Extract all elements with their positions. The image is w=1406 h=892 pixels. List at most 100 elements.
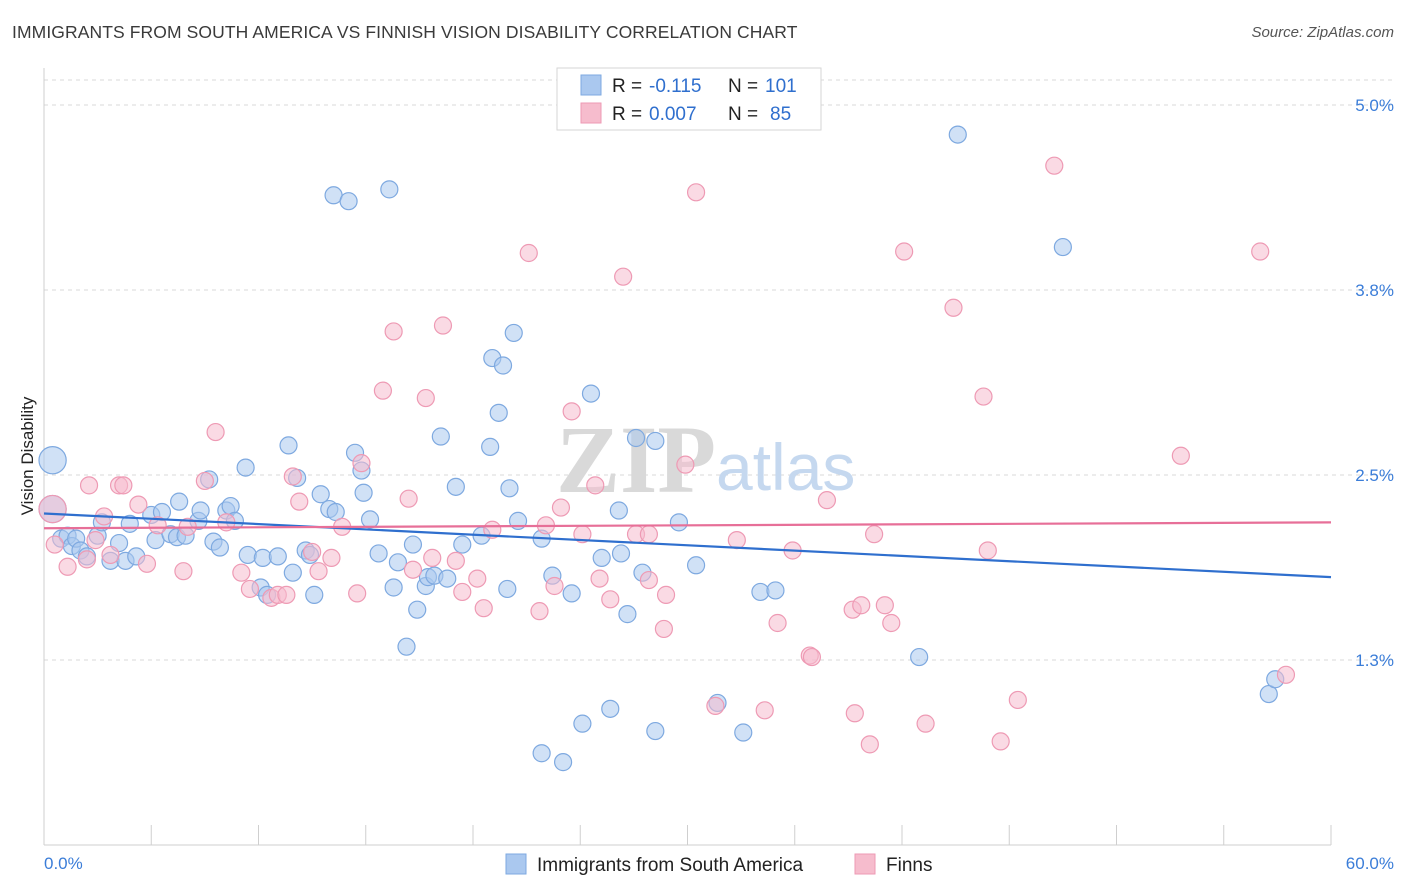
point-immigrants-south-america xyxy=(1053,237,1072,257)
point-finns xyxy=(1008,690,1027,710)
point-immigrants-south-america xyxy=(279,436,298,455)
point-finns xyxy=(916,714,935,733)
point-immigrants-south-america xyxy=(500,479,519,498)
point-finns xyxy=(86,531,105,550)
point-immigrants-south-america xyxy=(339,192,358,211)
point-finns xyxy=(974,387,993,406)
legend-n-label-2: N = xyxy=(728,104,758,125)
point-immigrants-south-america xyxy=(553,753,573,772)
point-finns xyxy=(860,735,879,754)
point-finns xyxy=(240,579,260,599)
point-immigrants-south-america xyxy=(446,477,465,496)
point-finns xyxy=(38,494,67,524)
zipatlas-watermark: ZIP atlas xyxy=(556,406,855,513)
x-tick-label-min: 0.0% xyxy=(44,854,83,873)
point-finns xyxy=(706,696,725,715)
point-finns xyxy=(309,562,328,581)
correlation-legend: R = -0.115 N = 101 R = 0.007 N = 85 xyxy=(556,67,822,131)
point-finns xyxy=(416,388,435,408)
y-tick-label: 5.0% xyxy=(1355,96,1394,115)
point-finns xyxy=(137,554,157,573)
point-immigrants-south-america xyxy=(238,545,257,565)
point-immigrants-south-america xyxy=(601,699,620,718)
point-immigrants-south-america xyxy=(489,403,508,422)
point-immigrants-south-america xyxy=(305,585,324,604)
point-finns xyxy=(79,476,99,495)
point-finns xyxy=(519,243,538,263)
point-finns xyxy=(101,545,120,565)
legend-swatch-blue xyxy=(580,74,602,96)
point-finns xyxy=(148,516,167,535)
point-immigrants-south-america xyxy=(686,556,706,575)
x-axis-ticks xyxy=(43,825,1332,845)
point-immigrants-south-america xyxy=(504,323,523,343)
point-immigrants-south-america xyxy=(766,581,785,600)
y-tick-label: 2.5% xyxy=(1355,466,1394,485)
point-finns xyxy=(590,569,609,588)
point-finns xyxy=(373,381,393,400)
point-finns xyxy=(895,242,914,261)
point-finns xyxy=(845,704,864,723)
watermark-atlas: atlas xyxy=(716,430,855,504)
point-finns xyxy=(399,489,418,508)
point-finns xyxy=(283,467,302,486)
point-immigrants-south-america xyxy=(646,721,665,741)
point-finns xyxy=(614,267,633,286)
series-legend: Immigrants from South America Finns xyxy=(505,853,932,876)
chart-title: IMMIGRANTS FROM SOUTH AMERICA VS FINNISH… xyxy=(12,22,798,42)
legend-n-label-1: N = xyxy=(728,76,758,97)
point-immigrants-south-america xyxy=(431,427,450,446)
point-finns xyxy=(77,550,97,569)
point-finns xyxy=(562,402,581,421)
trend-line-immigrants-south-america xyxy=(43,512,1332,579)
bottom-legend-swatch-blue xyxy=(505,853,527,875)
point-immigrants-south-america xyxy=(369,544,388,563)
point-finns xyxy=(601,590,620,609)
point-finns xyxy=(1251,242,1270,261)
point-finns xyxy=(944,298,963,317)
point-immigrants-south-america xyxy=(311,485,330,504)
point-finns xyxy=(129,495,148,514)
point-finns xyxy=(322,548,341,567)
point-finns xyxy=(802,647,822,667)
legend-r-value-1: -0.115 xyxy=(649,76,701,97)
y-tick-label: 1.3% xyxy=(1355,651,1394,670)
point-finns xyxy=(174,562,193,581)
point-immigrants-south-america xyxy=(380,180,399,199)
x-tick-label-max: 60.0% xyxy=(1346,854,1394,873)
point-immigrants-south-america xyxy=(438,569,457,588)
point-finns xyxy=(45,535,64,554)
point-immigrants-south-america xyxy=(397,637,416,656)
point-finns xyxy=(453,582,472,602)
point-finns xyxy=(755,701,774,720)
point-finns xyxy=(1045,156,1064,175)
point-immigrants-south-america xyxy=(592,548,611,567)
point-finns xyxy=(58,557,77,576)
point-immigrants-south-america xyxy=(948,125,967,144)
point-immigrants-south-america xyxy=(493,356,513,375)
point-finns xyxy=(545,576,564,596)
point-finns xyxy=(639,525,658,544)
point-immigrants-south-america xyxy=(669,513,689,532)
point-immigrants-south-america xyxy=(646,431,665,451)
point-immigrants-south-america xyxy=(384,578,403,597)
y-axis-tick-labels: 1.3% 2.5% 3.8% 5.0% xyxy=(1355,96,1394,670)
point-immigrants-south-america xyxy=(354,483,373,502)
point-finns xyxy=(403,560,423,579)
legend-r-label-2: R = xyxy=(612,104,642,125)
point-finns xyxy=(1171,446,1190,465)
legend-r-label-1: R = xyxy=(612,76,642,97)
point-finns xyxy=(686,183,706,202)
point-finns xyxy=(852,596,871,615)
point-finns xyxy=(530,602,549,621)
point-immigrants-south-america xyxy=(611,544,631,563)
point-finns xyxy=(352,454,371,473)
point-finns xyxy=(586,476,605,495)
point-immigrants-south-america xyxy=(481,437,500,456)
point-finns xyxy=(817,491,837,510)
point-immigrants-south-america xyxy=(618,605,637,624)
point-finns xyxy=(865,525,884,544)
point-immigrants-south-america xyxy=(609,501,628,520)
point-finns xyxy=(875,596,894,615)
point-immigrants-south-america xyxy=(408,600,427,619)
